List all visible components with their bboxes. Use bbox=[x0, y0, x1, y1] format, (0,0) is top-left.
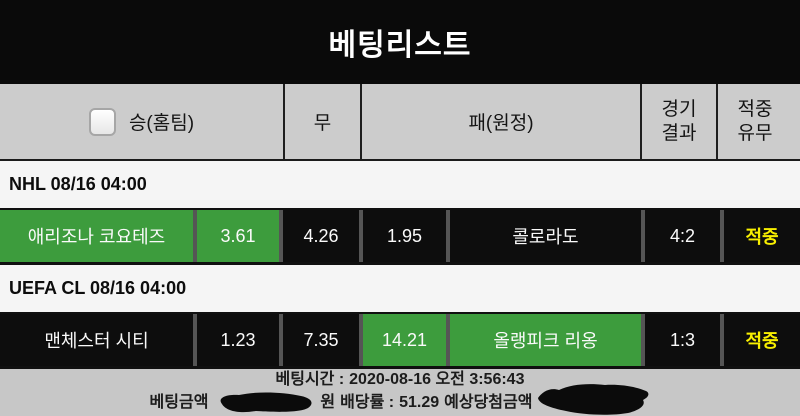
score-cell: 4:2 bbox=[645, 210, 720, 262]
win-odds-cell[interactable]: 1.23 bbox=[197, 314, 279, 366]
column-header-draw-label: 무 bbox=[313, 113, 332, 134]
odds-rate-value: 51.29 bbox=[399, 393, 440, 411]
league-header-uefa: UEFA CL 08/16 04:00 bbox=[0, 265, 800, 312]
column-header-match-result: 경기 결과 bbox=[640, 84, 716, 159]
bet-row-uefa: 맨체스터 시티 1.23 7.35 14.21 올랭피크 리옹 1:3 적중 bbox=[0, 312, 800, 369]
column-header-hit-line2: 유무 bbox=[737, 122, 773, 144]
column-header-result-line2: 결과 bbox=[661, 122, 697, 144]
hit-status-cell: 적중 bbox=[724, 210, 800, 262]
league-header-nhl-label: NHL 08/16 04:00 bbox=[9, 174, 147, 194]
win-odds-cell[interactable]: 3.61 bbox=[197, 210, 279, 262]
title-bar: 베팅리스트 bbox=[0, 0, 800, 84]
column-header-hit-status: 적중 유무 bbox=[716, 84, 792, 159]
redaction-scribble-icon bbox=[538, 384, 649, 415]
home-team-cell[interactable]: 애리조나 코요테즈 bbox=[0, 210, 193, 262]
win-odds-value: 3.61 bbox=[220, 225, 256, 246]
lose-odds-value: 14.21 bbox=[381, 329, 428, 350]
bet-time-value: 2020-08-16 오전 3:56:43 bbox=[349, 370, 525, 388]
draw-odds-value: 4.26 bbox=[303, 225, 339, 246]
column-header-lose-away-label: 패(원정) bbox=[468, 113, 534, 134]
column-header-row: 승(홈팀) 무 패(원정) 경기 결과 적중 유무 bbox=[0, 84, 800, 161]
lose-odds-cell[interactable]: 1.95 bbox=[363, 210, 446, 262]
hit-status-value: 적중 bbox=[745, 331, 779, 351]
home-team-label: 맨체스터 시티 bbox=[44, 331, 149, 351]
draw-odds-cell[interactable]: 4.26 bbox=[283, 210, 359, 262]
draw-odds-value: 7.35 bbox=[303, 329, 339, 350]
bet-time-line: 베팅시간 : 2020-08-16 오전 3:56:43 bbox=[276, 370, 525, 389]
score-value: 4:2 bbox=[669, 225, 696, 246]
away-team-label: 콜로라도 bbox=[512, 227, 579, 247]
redaction-scribble-icon bbox=[221, 392, 312, 412]
column-header-hit-line1: 적중 bbox=[737, 98, 773, 120]
league-header-nhl: NHL 08/16 04:00 bbox=[0, 161, 800, 208]
bet-amount-line: 베팅금액 원 배당률 : 51.29 예상당첨금액 bbox=[149, 384, 651, 415]
score-value: 1:3 bbox=[669, 329, 696, 350]
draw-odds-cell[interactable]: 7.35 bbox=[283, 314, 359, 366]
score-cell: 1:3 bbox=[645, 314, 720, 366]
odds-rate-label: 배당률 : bbox=[340, 393, 395, 411]
column-header-result-line1: 경기 bbox=[661, 98, 697, 120]
home-team-label: 애리조나 코요테즈 bbox=[27, 227, 166, 247]
away-team-label: 올랭피크 리옹 bbox=[493, 331, 598, 351]
column-header-lose-away: 패(원정) bbox=[360, 84, 640, 159]
page-title: 베팅리스트 bbox=[328, 29, 472, 62]
lose-odds-value: 1.95 bbox=[386, 225, 423, 246]
column-header-win-home: 승(홈팀) bbox=[0, 84, 283, 159]
select-checkbox[interactable] bbox=[88, 107, 116, 136]
league-header-uefa-label: UEFA CL 08/16 04:00 bbox=[9, 278, 187, 298]
away-team-cell[interactable]: 올랭피크 리옹 bbox=[450, 314, 641, 366]
bet-time-label: 베팅시간 : bbox=[275, 370, 345, 388]
column-header-draw: 무 bbox=[283, 84, 360, 159]
home-team-cell[interactable]: 맨체스터 시티 bbox=[0, 314, 193, 366]
bet-amount-label: 베팅금액 bbox=[149, 393, 209, 411]
column-header-win-home-label: 승(홈팀) bbox=[128, 113, 195, 134]
currency-suffix: 원 bbox=[320, 393, 336, 411]
bet-row-nhl: 애리조나 코요테즈 3.61 4.26 1.95 콜로라도 4:2 적중 bbox=[0, 208, 800, 265]
hit-status-value: 적중 bbox=[745, 227, 779, 247]
hit-status-cell: 적중 bbox=[724, 314, 800, 366]
away-team-cell[interactable]: 콜로라도 bbox=[450, 210, 641, 262]
bet-summary-footer: 베팅시간 : 2020-08-16 오전 3:56:43 베팅금액 원 배당률 … bbox=[0, 369, 800, 416]
win-odds-value: 1.23 bbox=[220, 329, 256, 350]
expected-winnings-label: 예상당첨금액 bbox=[444, 393, 533, 411]
lose-odds-cell[interactable]: 14.21 bbox=[363, 314, 446, 366]
